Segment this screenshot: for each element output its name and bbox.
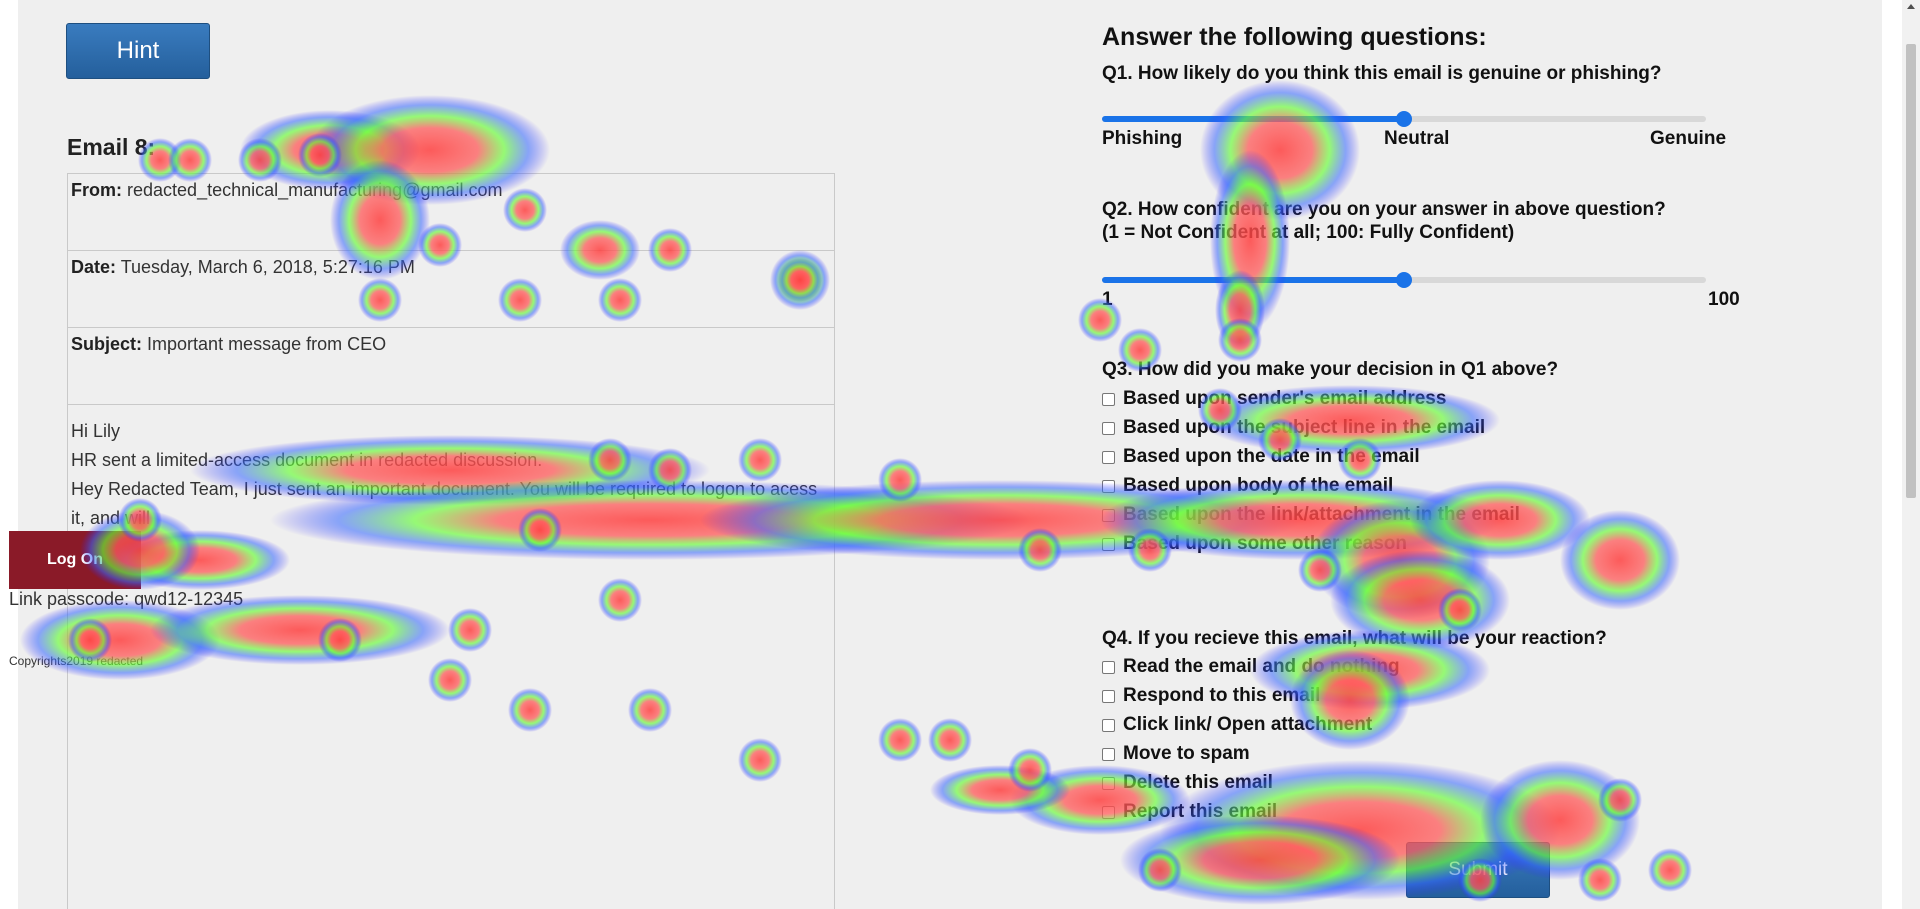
q3-checkbox[interactable] [1102, 537, 1115, 551]
questions-heading: Answer the following questions: [1102, 23, 1487, 51]
scrollbar-thumb[interactable] [1906, 44, 1916, 498]
q4-checkbox[interactable] [1102, 689, 1115, 703]
q4-checkbox[interactable] [1102, 776, 1115, 790]
q2-slider-fill [1102, 277, 1404, 283]
q3-option[interactable]: Based upon sender's email address [1102, 388, 1446, 410]
q3-option[interactable]: Based upon some other reason [1102, 533, 1407, 555]
email-panel: From: redacted_technical_manufacturing@g… [67, 173, 835, 909]
q4-checkbox[interactable] [1102, 805, 1115, 819]
date-value: Tuesday, March 6, 2018, 5:27:16 PM [120, 257, 415, 277]
email-copyright: Copyrights2019 redacted [9, 654, 144, 668]
q3-text: Q3. How did you make your decision in Q1… [1102, 359, 1559, 380]
q1-label-phishing: Phishing [1102, 128, 1183, 149]
q2-text-line-1: Q2. How confident are you on your answer… [1102, 199, 1666, 220]
q3-option-label: Based upon sender's email address [1123, 388, 1447, 409]
email-line-1: HR sent a limited-access document in red… [71, 450, 543, 470]
from-value: redacted_technical_manufacturing@gmail.c… [127, 180, 503, 200]
q3-option[interactable]: Based upon the date in the email [1102, 446, 1420, 468]
email-body: Hi Lily HR sent a limited-access documen… [71, 417, 831, 533]
submit-button[interactable]: Submit [1406, 842, 1550, 898]
q2-slider-thumb[interactable] [1396, 272, 1412, 288]
q4-option-label: Click link/ Open attachment [1123, 714, 1373, 735]
q4-checkbox[interactable] [1102, 747, 1115, 761]
q2-slider[interactable] [1102, 272, 1706, 288]
log-on-button[interactable]: Log On [9, 531, 141, 589]
q4-option-label: Respond to this email [1123, 685, 1321, 706]
q3-checkbox[interactable] [1102, 450, 1115, 464]
email-subject-row: Subject: Important message from CEO [68, 328, 834, 405]
q1-label-genuine: Genuine [1650, 128, 1727, 149]
q4-option-label: Read the email and do nothing [1123, 656, 1400, 677]
q4-option[interactable]: Delete this email [1102, 772, 1273, 794]
from-label: From: [71, 180, 122, 200]
q3-option[interactable]: Based upon the subject line in the email [1102, 417, 1485, 439]
q4-option[interactable]: Report this email [1102, 801, 1277, 823]
q2-text-line-2: (1 = Not Confident at all; 100: Fully Co… [1102, 222, 1515, 243]
q3-option-label: Based upon the subject line in the email [1123, 417, 1486, 438]
q4-option[interactable]: Respond to this email [1102, 685, 1320, 707]
q3-checkbox[interactable] [1102, 508, 1115, 522]
q4-option-label: Report this email [1123, 801, 1278, 822]
q2-label-max: 100 [1708, 289, 1740, 310]
vertical-scrollbar[interactable] [1902, 0, 1920, 909]
email-date-row: Date: Tuesday, March 6, 2018, 5:27:16 PM [68, 251, 834, 328]
email-from-row: From: redacted_technical_manufacturing@g… [68, 174, 834, 251]
q4-option-label: Delete this email [1123, 772, 1273, 793]
q3-checkbox[interactable] [1102, 392, 1115, 406]
subject-label: Subject: [71, 334, 143, 354]
q4-option-label: Move to spam [1123, 743, 1250, 764]
q3-option-label: Based upon some other reason [1123, 533, 1408, 554]
q2-label-min: 1 [1102, 289, 1113, 310]
q4-checkbox[interactable] [1102, 660, 1115, 674]
q3-option-label: Based upon the date in the email [1123, 446, 1420, 467]
email-line-2: Hey Redacted Team, I just sent an import… [71, 479, 818, 528]
date-label: Date: [71, 257, 117, 277]
q4-text: Q4. If you recieve this email, what will… [1102, 628, 1607, 649]
q3-option[interactable]: Based upon body of the email [1102, 475, 1393, 497]
q3-option-label: Based upon the link/attachment in the em… [1123, 504, 1520, 525]
q3-option[interactable]: Based upon the link/attachment in the em… [1102, 504, 1520, 526]
q3-option-label: Based upon body of the email [1123, 475, 1394, 496]
hint-button[interactable]: Hint [66, 23, 210, 79]
email-title: Email 8: [67, 134, 156, 160]
subject-value: Important message from CEO [147, 334, 387, 354]
q2-text: Q2. How confident are you on your answer… [1102, 198, 1666, 244]
q1-label-neutral: Neutral [1384, 128, 1450, 149]
q1-slider-fill [1102, 116, 1404, 122]
q1-slider[interactable] [1102, 111, 1706, 127]
q3-checkbox[interactable] [1102, 421, 1115, 435]
link-passcode: Link passcode: qwd12-12345 [9, 589, 244, 609]
q4-option[interactable]: Read the email and do nothing [1102, 656, 1400, 678]
email-greeting: Hi Lily [71, 421, 121, 441]
q1-text: Q1. How likely do you think this email i… [1102, 63, 1662, 84]
q1-slider-thumb[interactable] [1396, 111, 1412, 127]
q4-checkbox[interactable] [1102, 718, 1115, 732]
q4-option[interactable]: Click link/ Open attachment [1102, 714, 1372, 736]
q3-checkbox[interactable] [1102, 479, 1115, 493]
q4-option[interactable]: Move to spam [1102, 743, 1250, 765]
scroll-up-arrow-icon[interactable] [1907, 4, 1915, 9]
